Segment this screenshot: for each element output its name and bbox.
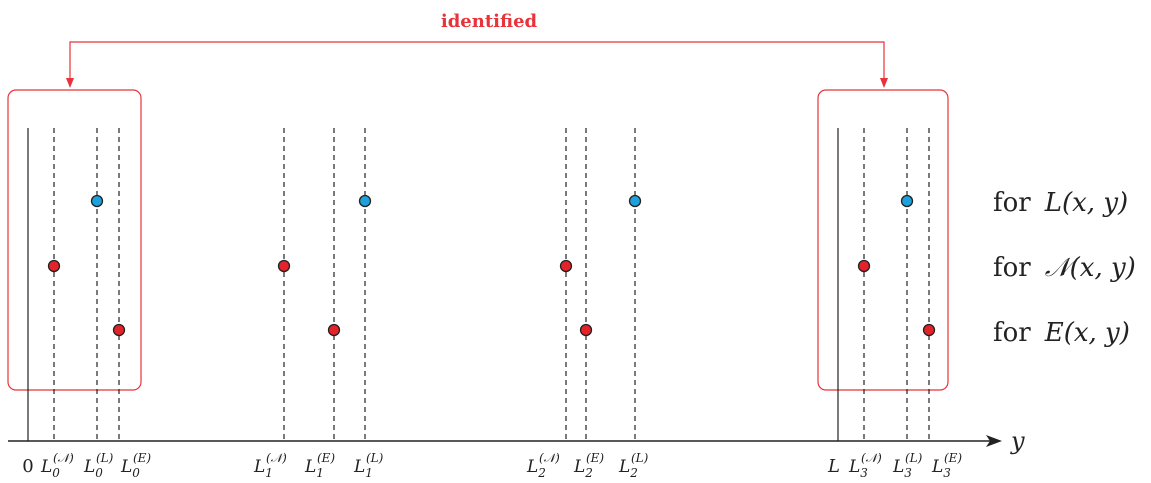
tick-label-L2-E: L2(E) [573, 451, 604, 480]
tick-label-L0-L: L0(L) [83, 451, 114, 480]
tick-label-L0-E: L0(E) [120, 451, 151, 480]
legend-item-N: for 𝒩(x, y) [993, 253, 1136, 283]
tick-labels: 0 L L0(𝒩) L0(L) L0(E) L1(𝒩) L1(E) L1(L) … [22, 451, 962, 480]
tick-label-end: L [827, 456, 840, 477]
points [47, 194, 936, 337]
left-arrowhead [66, 78, 74, 88]
red-point-E3 [922, 323, 936, 337]
blue-point-L0 [90, 194, 104, 208]
tick-label-L2-L: L2(L) [618, 451, 649, 480]
tick-label-L3-L: L3(L) [892, 451, 923, 480]
right-identified-box [817, 89, 949, 391]
red-point-E0 [112, 323, 126, 337]
red-point-E1 [327, 323, 341, 337]
y-axis-label: y [1010, 427, 1025, 455]
legend-item-E: for E(x, y) [993, 318, 1130, 348]
left-identified-box [7, 89, 142, 391]
blue-point-L2 [628, 194, 642, 208]
red-point-N0 [47, 259, 61, 273]
tick-label-L0-N: L0(𝒩) [40, 451, 74, 480]
blue-point-L1 [358, 194, 372, 208]
dashed-lines [53, 128, 930, 441]
y-axis-arrowhead [986, 435, 1002, 447]
red-point-N3 [857, 259, 871, 273]
red-point-N2 [559, 259, 573, 273]
tick-label-L1-N: L1(𝒩) [253, 451, 287, 480]
legend-item-L: for L(x, y) [993, 188, 1128, 218]
right-arrowhead [880, 78, 888, 88]
identified-connector: identified [66, 11, 888, 88]
tick-label-zero: 0 [22, 456, 33, 477]
tick-label-L1-L: L1(L) [353, 451, 384, 480]
tick-label-L2-N: L2(𝒩) [526, 451, 560, 480]
legend: for L(x, y) for 𝒩(x, y) for E(x, y) [993, 188, 1136, 348]
identified-label: identified [441, 11, 538, 32]
tick-label-L1-E: L1(E) [304, 451, 335, 480]
red-point-N1 [277, 259, 291, 273]
y-axis: y [8, 427, 1025, 455]
identified-bracket [69, 41, 885, 82]
red-point-E2 [579, 323, 593, 337]
tick-label-L3-E: L3(E) [931, 451, 962, 480]
blue-point-L3 [900, 194, 914, 208]
tick-label-L3-N: L3(𝒩) [848, 451, 882, 480]
